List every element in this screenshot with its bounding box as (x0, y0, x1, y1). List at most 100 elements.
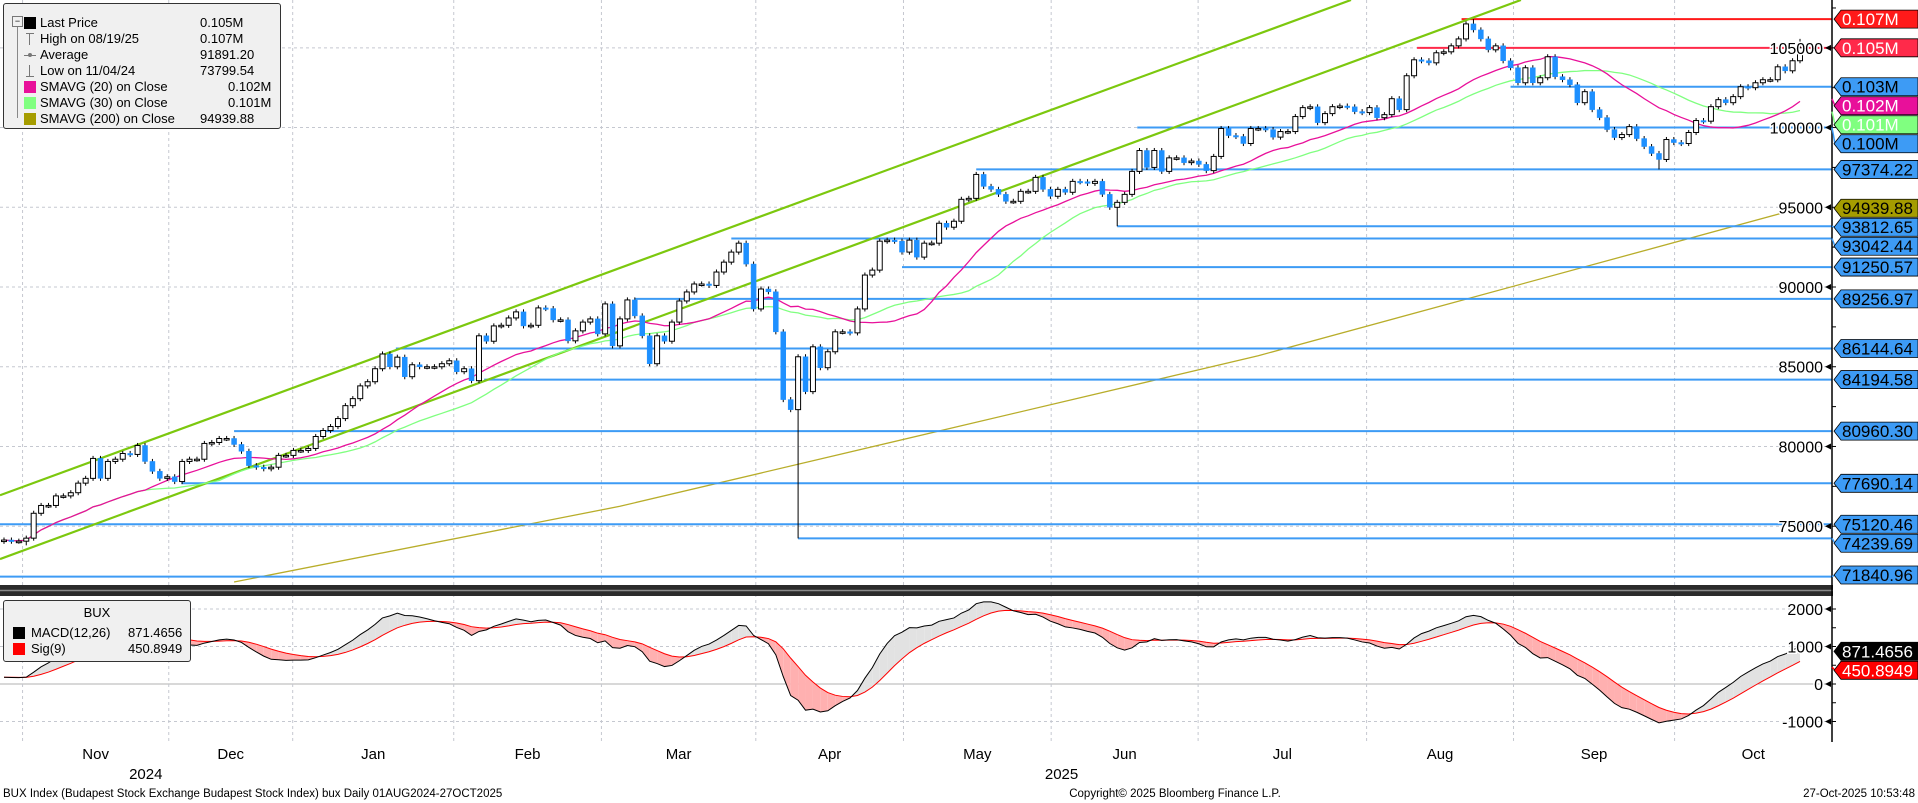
candle-up-body (876, 240, 883, 271)
candle-up-body (1129, 170, 1136, 195)
upper-channel-trendline[interactable] (0, 0, 1352, 497)
month-label-may: May (963, 746, 992, 763)
collapse-icon[interactable]: − (12, 16, 23, 27)
candle-down-body (1351, 106, 1358, 112)
candle-down-body (1099, 181, 1106, 195)
macd-below-fill (627, 640, 635, 647)
candle (468, 366, 475, 384)
candle-down-body (1062, 189, 1069, 193)
macd-above-fill (389, 613, 398, 632)
macd-above-fill (1777, 654, 1786, 673)
candle-down-body (127, 453, 133, 456)
candle (1478, 27, 1484, 42)
candle-down-body (995, 189, 1002, 195)
candle-down-body (1559, 76, 1566, 80)
macd-below-fill (768, 638, 776, 655)
macd-legend-value: 871.4656 (128, 625, 183, 640)
signal-value-tag: 450.8949 (1831, 660, 1918, 680)
candle-up-body (297, 449, 304, 453)
candle (1485, 36, 1492, 53)
level-value-tag: 97374.22 (1833, 160, 1918, 179)
candle (1641, 136, 1647, 150)
candle (1463, 21, 1470, 42)
candle-up-body (854, 308, 861, 334)
macd-below-fill (1644, 699, 1652, 720)
macd-above-fill (924, 625, 932, 644)
candle (320, 427, 327, 440)
sma20-swatch-icon (24, 81, 36, 93)
candle (1351, 104, 1358, 115)
macd-above-fill (1770, 656, 1778, 677)
candle (1077, 178, 1083, 185)
footer-description: BUX Index (Budapest Stock Exchange Budap… (3, 788, 503, 800)
macd-below-fill (1629, 691, 1637, 713)
candle-down-body (773, 291, 779, 333)
footer-copyright: Copyright© 2025 Bloomberg Finance L.P. (1069, 788, 1281, 800)
value-tag-text: 93812.65 (1842, 218, 1913, 237)
candle-up-body (305, 447, 312, 451)
candle-down-body (1374, 107, 1380, 118)
candle (334, 416, 341, 430)
candle-down-body (1782, 66, 1788, 72)
candle (1047, 186, 1054, 199)
candle-up-body (1730, 96, 1737, 104)
candle-down-body (97, 458, 104, 479)
candle (379, 351, 386, 372)
candle (572, 328, 579, 344)
candle-up-body (1136, 150, 1143, 172)
candle-up-body (208, 441, 215, 445)
candle (349, 396, 356, 409)
macd-below-fill (1080, 622, 1088, 632)
month-label-dec: Dec (217, 746, 245, 763)
candle-up-body (1693, 120, 1700, 134)
macd-above-fill (1792, 645, 1800, 666)
candle-down-body (387, 353, 393, 367)
candle-up-body (505, 317, 512, 326)
month-label-jul: Jul (1272, 746, 1292, 763)
candle (1448, 43, 1455, 55)
level-value-tag: 0.107M (1833, 9, 1918, 29)
sma-value-tag: 0.101M (1831, 111, 1918, 135)
value-tag-text: 94939.88 (1842, 199, 1913, 218)
macd-below-fill (1072, 620, 1081, 630)
legend-high-value: 0.107M (200, 31, 244, 46)
month-label-feb: Feb (514, 746, 541, 763)
candle (787, 397, 794, 413)
level-value-tag: 0.103M (1833, 77, 1918, 97)
candle-up-body (572, 330, 579, 342)
macd-below-fill (1198, 641, 1207, 647)
candle (142, 442, 148, 465)
candle-up-body (1626, 126, 1633, 136)
candle-down-body (246, 451, 252, 466)
candle-up-body (513, 311, 520, 319)
candle-down-body (1700, 120, 1707, 123)
candle (1685, 129, 1692, 147)
candle-down-body (453, 360, 460, 372)
candle-up-body (1581, 91, 1588, 104)
macd-above-fill (738, 625, 747, 640)
legend-high-label: High on 08/19/25 (40, 31, 140, 46)
candle (520, 309, 527, 329)
candle-up-body (334, 418, 341, 428)
macd-above-fill (1748, 667, 1756, 690)
macd-below-fill (1132, 639, 1140, 648)
lower-channel-trendline[interactable] (0, 0, 1522, 561)
candle-down-body (1611, 129, 1618, 138)
candle-down-body (914, 239, 920, 258)
candle (490, 323, 497, 344)
candle (1611, 127, 1618, 141)
candle-up-body (936, 222, 943, 244)
candle (475, 333, 482, 384)
candle (1166, 155, 1173, 174)
candle-up-body (1218, 128, 1225, 157)
macd-above-fill (864, 667, 873, 693)
level-value-tag: 77690.14 (1833, 473, 1918, 493)
candle (1663, 136, 1670, 163)
macd-above-fill (1421, 631, 1429, 642)
macd-legend-label: MACD(12,26) (31, 625, 111, 640)
y-tick-arrow-icon (1825, 124, 1831, 131)
macd-below-fill (1532, 637, 1541, 658)
candle (127, 450, 133, 457)
signal-legend-value: 450.8949 (128, 641, 183, 656)
value-tag-text: 89256.97 (1842, 290, 1913, 309)
